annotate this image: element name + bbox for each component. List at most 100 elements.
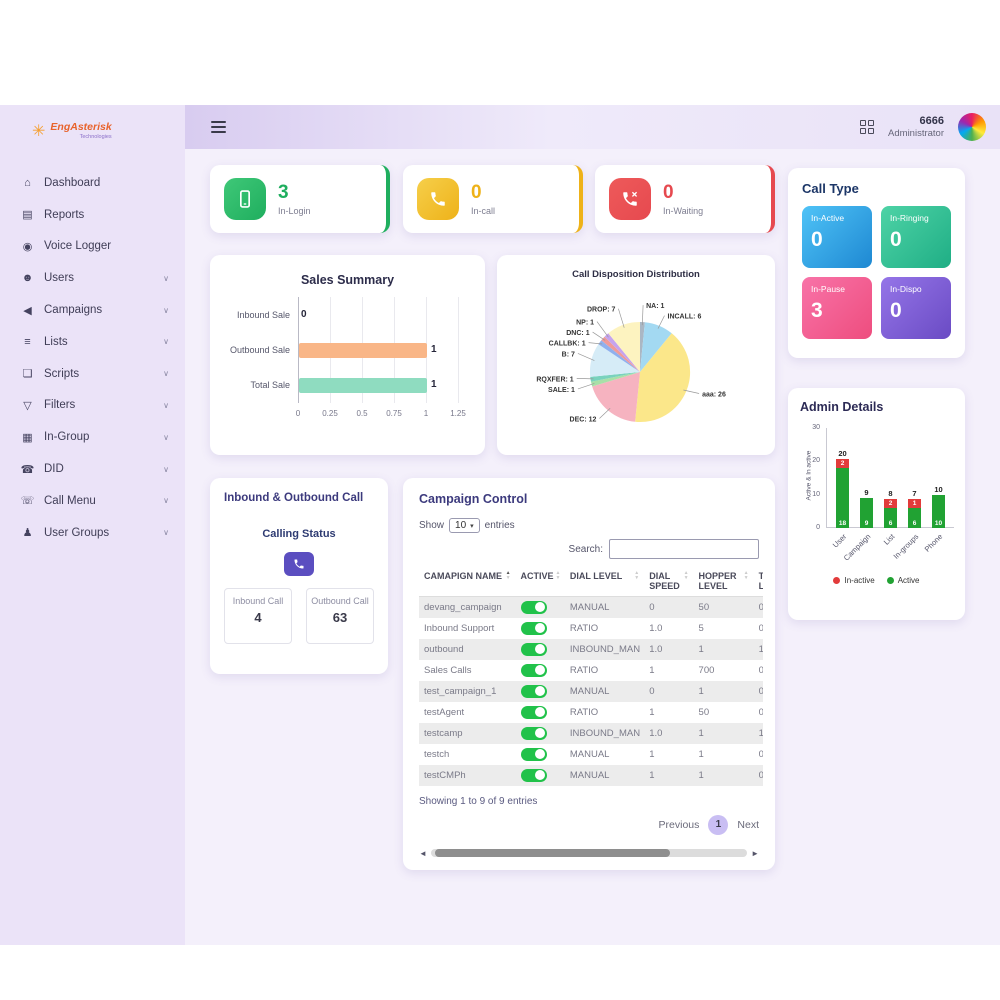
active-toggle[interactable] [520,663,547,677]
sidebar-item-user-groups[interactable]: ♟ User Groups ∨ [0,517,185,549]
horizontal-scrollbar: ◄ ► [419,849,759,858]
scroll-left-icon[interactable]: ◄ [419,848,427,858]
script-icon: ❏ [22,368,33,381]
sidebar-item-voice-logger[interactable]: ◉ Voice Logger [0,231,185,263]
active-toggle[interactable] [520,642,547,656]
entries-label: entries [484,520,515,531]
sidebar-item-users[interactable]: ☻ Users ∨ [0,262,185,294]
calling-stat-value: 63 [332,610,348,626]
pie-label-line [599,408,611,419]
column-header[interactable]: DIAL SPEED ▲ ▼ [644,567,694,597]
call-type-tile-label: In-Pause [811,284,846,294]
active-cell [515,764,565,786]
call-type-grid: In-Active 0 In-Ringing 0 In-Pause 3 In-Dispo 0 [802,206,951,339]
pie-label: NP: 1 [576,320,594,327]
table-cell: 1 [644,764,694,786]
filter-icon: ▽ [23,399,32,412]
column-header[interactable]: DIAL LEVEL ▲ ▼ [564,567,645,597]
active-toggle[interactable] [520,684,547,698]
user-menu[interactable]: 6666 Administrator [888,114,944,141]
pie-label: DNC: 1 [566,330,589,337]
table-cell: 1 [649,664,655,676]
table-cell: MANUAL [564,596,645,618]
sidebar-item-dashboard[interactable]: ⌂ Dashboard [0,167,185,199]
pie-label-line [588,342,603,345]
sidebar-item-lists[interactable]: ≡ Lists ∨ [0,326,185,358]
pie-label: DEC: 12 [570,417,597,424]
stat-card-in-waiting: 0 In-Waiting [595,165,775,233]
chart-legend: In-active Active [800,576,953,585]
call-type-tile-label: In-Active [811,213,845,223]
active-toggle[interactable] [520,726,547,740]
active-cell [516,660,565,681]
pie-slice-NA [640,321,645,372]
sidebar-item-label: Voice Logger [44,240,112,253]
active-toggle[interactable] [520,621,547,635]
table-cell: 0 [753,596,763,618]
user-role: Administrator [888,127,944,139]
category-label: Total Sale [250,380,290,391]
campaign-control-title: Campaign Control [419,492,528,506]
sidebar-item-filters[interactable]: ▽ Filters ∨ [0,390,185,422]
stat-label: In-Login [278,205,311,216]
chevron-down-icon: ∨ [163,369,169,379]
pagination-page-1[interactable]: 1 [708,814,729,835]
stat-card-in-login: 3 In-Login [210,165,390,233]
column-header[interactable]: TOT LEA▲▼ [753,567,763,597]
pagination-previous[interactable]: Previous [658,818,700,831]
calling-status-phone-button[interactable] [284,552,314,576]
sidebar-item-call-menu[interactable]: ☏ Call Menu ∨ [0,485,185,517]
scroll-right-icon[interactable]: ► [751,848,759,858]
table-cell: 0 [758,664,763,676]
sales-summary-title: Sales Summary [300,273,395,287]
list-icon: ≡ [24,335,31,348]
active-toggle[interactable] [520,768,547,782]
app-logo[interactable]: ✳ EngAsterisk Technologies [0,105,185,141]
scrollbar-track[interactable] [430,849,748,857]
table-cell: 0 [758,748,763,760]
sidebar-item-campaigns[interactable]: ◀ Campaigns ∨ [0,294,185,326]
active-cell [516,702,565,723]
search-input[interactable] [609,539,759,559]
sidebar-item-did[interactable]: ☎ DID ∨ [0,453,185,485]
hamburger-menu-icon[interactable] [211,121,226,133]
active-toggle[interactable] [520,600,547,614]
gridline [458,297,459,403]
inbound-outbound-title: Inbound & Outbound Call [224,492,364,504]
table-cell: 1 [693,680,754,702]
column-header[interactable]: CAMAPIGN NAME ▲ ▼ [419,567,516,597]
bar-active-campaign: 9 [860,498,873,528]
table-cell: 100 [753,722,763,744]
table-cell: 1.0 [649,622,663,634]
table-row: test_campaign_1 MANUAL 0 1 0 [419,680,763,702]
table-row: testAgent RATIO 1 50 0 [419,702,763,723]
pie-label-line [577,383,595,390]
sidebar-item-label: DID [44,463,64,476]
active-toggle[interactable] [520,747,547,761]
chevron-down-icon: ∨ [163,305,169,315]
call-type-tile-in-active: In-Active 0 [802,206,872,268]
stat-value: 0 [471,181,482,203]
column-header[interactable]: HOPPER LEVEL ▲ ▼ [693,567,754,597]
table-cell: RATIO [569,706,599,718]
pagination-next[interactable]: Next [737,818,759,831]
active-cell [516,744,565,765]
table-info: Showing 1 to 9 of 9 entries [419,795,538,807]
sidebar-item-label: Reports [44,208,85,221]
table-cell: 100 [753,638,763,660]
bar-total-label: 7 [912,489,917,498]
pie-label: CALLBK: 1 [549,341,586,348]
sidebar-item-scripts[interactable]: ❏ Scripts ∨ [0,358,185,390]
apps-grid-icon[interactable] [860,120,875,134]
pie-label: B: 7 [562,351,575,358]
active-toggle[interactable] [520,705,547,719]
entries-select[interactable]: 10 ▾ [449,518,480,533]
x-tick-label: 1 [423,409,429,418]
scrollbar-thumb[interactable] [434,849,670,857]
sidebar-item-reports[interactable]: ▤ Reports [0,199,185,231]
table-row: testCMPh MANUAL 1 1 0 [419,764,763,786]
column-header[interactable]: ACTIVE ▲ ▼ [515,567,565,597]
avatar[interactable] [958,113,986,141]
sidebar-item-in-group[interactable]: ▦ In-Group ∨ [0,421,185,453]
call-disposition-title: Call Disposition Distribution [572,269,700,280]
